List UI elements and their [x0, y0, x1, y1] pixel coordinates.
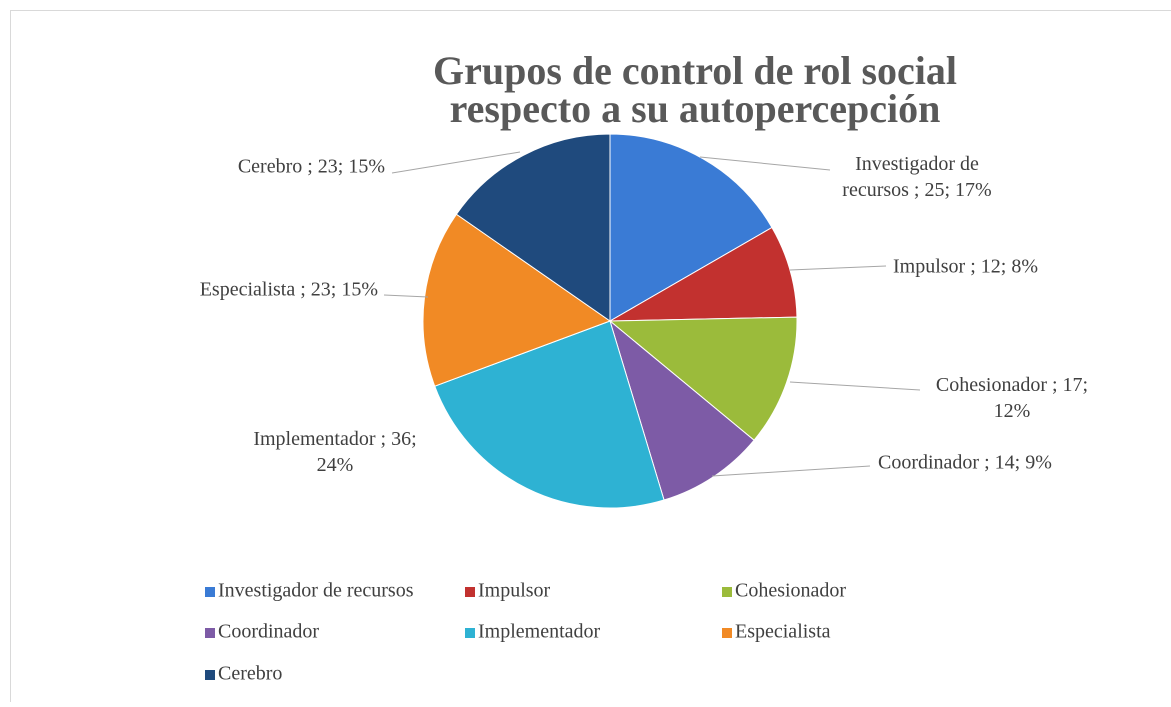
legend-swatch	[722, 628, 732, 638]
legend-swatch	[465, 628, 475, 638]
data-label: Impulsor ; 12; 8%	[893, 256, 1038, 278]
legend-label: Investigador de recursos	[218, 580, 414, 602]
legend-label: Impulsor	[478, 580, 551, 602]
legend-label: Cerebro	[218, 663, 282, 685]
data-label: Cerebro ; 23; 15%	[238, 156, 385, 178]
legend-swatch	[205, 587, 215, 597]
legend-label: Especialista	[735, 621, 831, 643]
legend-label: Cohesionador	[735, 580, 846, 602]
legend-swatch	[722, 587, 732, 597]
legend-swatch	[205, 628, 215, 638]
legend-swatch	[465, 587, 475, 597]
legend-label: Coordinador	[218, 621, 319, 643]
data-label: Especialista ; 23; 15%	[200, 279, 378, 301]
data-label: Coordinador ; 14; 9%	[878, 452, 1052, 474]
legend-swatch	[205, 670, 215, 680]
legend-label: Implementador	[478, 621, 601, 643]
